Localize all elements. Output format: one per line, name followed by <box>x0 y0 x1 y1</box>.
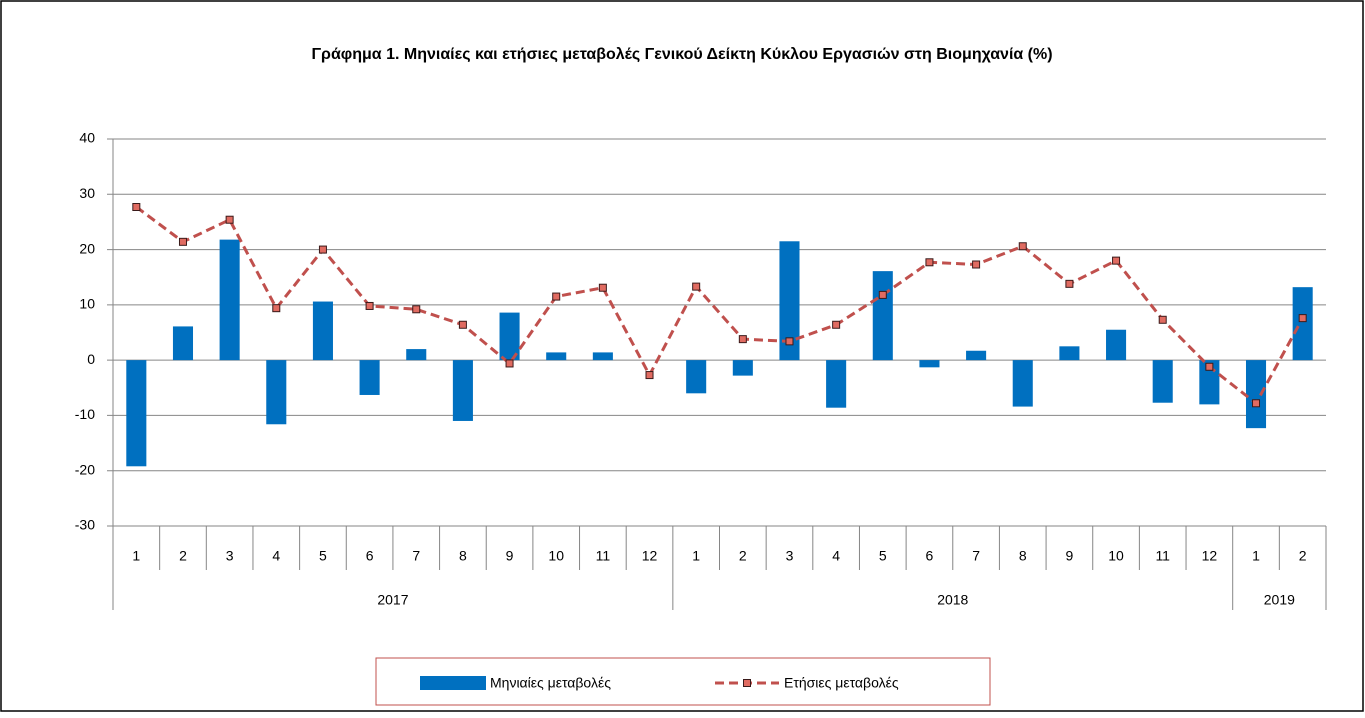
line-marker <box>738 335 747 344</box>
bar <box>172 326 194 361</box>
x-tick-label: 2 <box>179 548 187 564</box>
x-tick-label: 3 <box>786 548 794 564</box>
legend-marker <box>743 679 751 687</box>
bar <box>1012 360 1033 407</box>
x-tick-label: 10 <box>548 548 564 564</box>
bar <box>1292 287 1313 361</box>
x-tick-label: 9 <box>506 548 514 564</box>
y-tick-label: -20 <box>75 461 95 477</box>
x-tick-label: 12 <box>1202 548 1218 564</box>
year-label: 2019 <box>1264 592 1295 608</box>
y-tick-label: 40 <box>79 130 95 146</box>
x-tick-label: 11 <box>596 548 611 564</box>
bar <box>966 350 987 361</box>
x-tick-label: 5 <box>879 548 887 564</box>
bar <box>919 360 940 368</box>
x-tick-label: 4 <box>272 548 280 564</box>
line-marker <box>692 282 701 291</box>
legend-label: Μηνιαίες μεταβολές <box>490 675 611 691</box>
line-marker <box>365 301 374 310</box>
line-marker <box>1205 362 1214 371</box>
bar <box>592 352 613 361</box>
y-tick-label: -30 <box>75 517 95 533</box>
line-marker <box>972 260 981 269</box>
line-marker <box>878 290 887 299</box>
y-tick-label: -10 <box>75 406 95 422</box>
y-tick-label: 0 <box>87 351 95 367</box>
x-tick-label: 9 <box>1066 548 1074 564</box>
line-marker <box>318 245 327 254</box>
x-tick-label: 8 <box>1019 548 1027 564</box>
y-tick-label: 20 <box>79 240 95 256</box>
x-tick-label: 8 <box>459 548 467 564</box>
bar <box>1152 360 1173 403</box>
legend-label: Ετήσιες μεταβολές <box>784 675 899 691</box>
year-label: 2017 <box>377 592 408 608</box>
line-marker <box>785 337 794 346</box>
bar <box>1245 360 1267 429</box>
line-marker <box>272 304 281 313</box>
line-marker <box>225 215 234 224</box>
x-tick-label: 5 <box>319 548 327 564</box>
bar <box>546 352 567 361</box>
x-tick-label: 6 <box>926 548 934 564</box>
x-tick-label: 3 <box>226 548 234 564</box>
line-marker <box>925 258 934 267</box>
line-marker <box>505 359 514 368</box>
line-marker <box>132 203 141 212</box>
line-marker <box>645 371 654 380</box>
legend-swatch <box>420 676 486 690</box>
x-tick-label: 1 <box>132 548 140 564</box>
x-tick-label: 11 <box>1155 548 1170 564</box>
y-tick-label: 10 <box>79 296 95 312</box>
bar <box>1106 329 1127 361</box>
line-marker <box>412 305 421 314</box>
bar <box>126 360 147 467</box>
bar <box>826 360 847 408</box>
bar <box>779 241 800 361</box>
chart-title: Γράφημα 1. Μηνιαίες και ετήσιες μεταβολέ… <box>311 46 1052 63</box>
line-marker <box>1018 242 1027 251</box>
x-tick-label: 12 <box>642 548 658 564</box>
line-marker <box>178 237 187 246</box>
x-tick-label: 1 <box>1252 548 1260 564</box>
bar <box>406 349 427 361</box>
bar <box>686 360 707 394</box>
line-marker <box>598 283 607 292</box>
x-tick-label: 7 <box>972 548 980 564</box>
line <box>135 205 1304 406</box>
year-label: 2018 <box>937 592 968 608</box>
bar <box>872 271 893 361</box>
x-tick-label: 6 <box>366 548 374 564</box>
bar <box>266 360 287 425</box>
y-tick-label: 30 <box>79 185 95 201</box>
line-marker <box>1252 399 1261 408</box>
bar <box>732 360 753 376</box>
x-tick-label: 7 <box>412 548 420 564</box>
line-marker <box>1065 279 1074 288</box>
bar <box>452 360 473 421</box>
bar <box>359 360 380 395</box>
x-tick-label: 10 <box>1108 548 1124 564</box>
bar <box>312 301 333 361</box>
x-tick-label: 1 <box>692 548 700 564</box>
line-marker <box>552 292 561 301</box>
bar <box>219 239 240 361</box>
x-tick-label: 2 <box>739 548 747 564</box>
line-marker <box>1158 315 1167 324</box>
x-tick-label: 4 <box>832 548 840 564</box>
x-tick-label: 2 <box>1299 548 1307 564</box>
bar <box>1059 346 1080 361</box>
line-marker <box>458 320 467 329</box>
line-marker <box>832 320 841 329</box>
bar <box>499 312 520 361</box>
line-marker <box>1112 256 1121 265</box>
line-marker <box>1298 314 1307 323</box>
